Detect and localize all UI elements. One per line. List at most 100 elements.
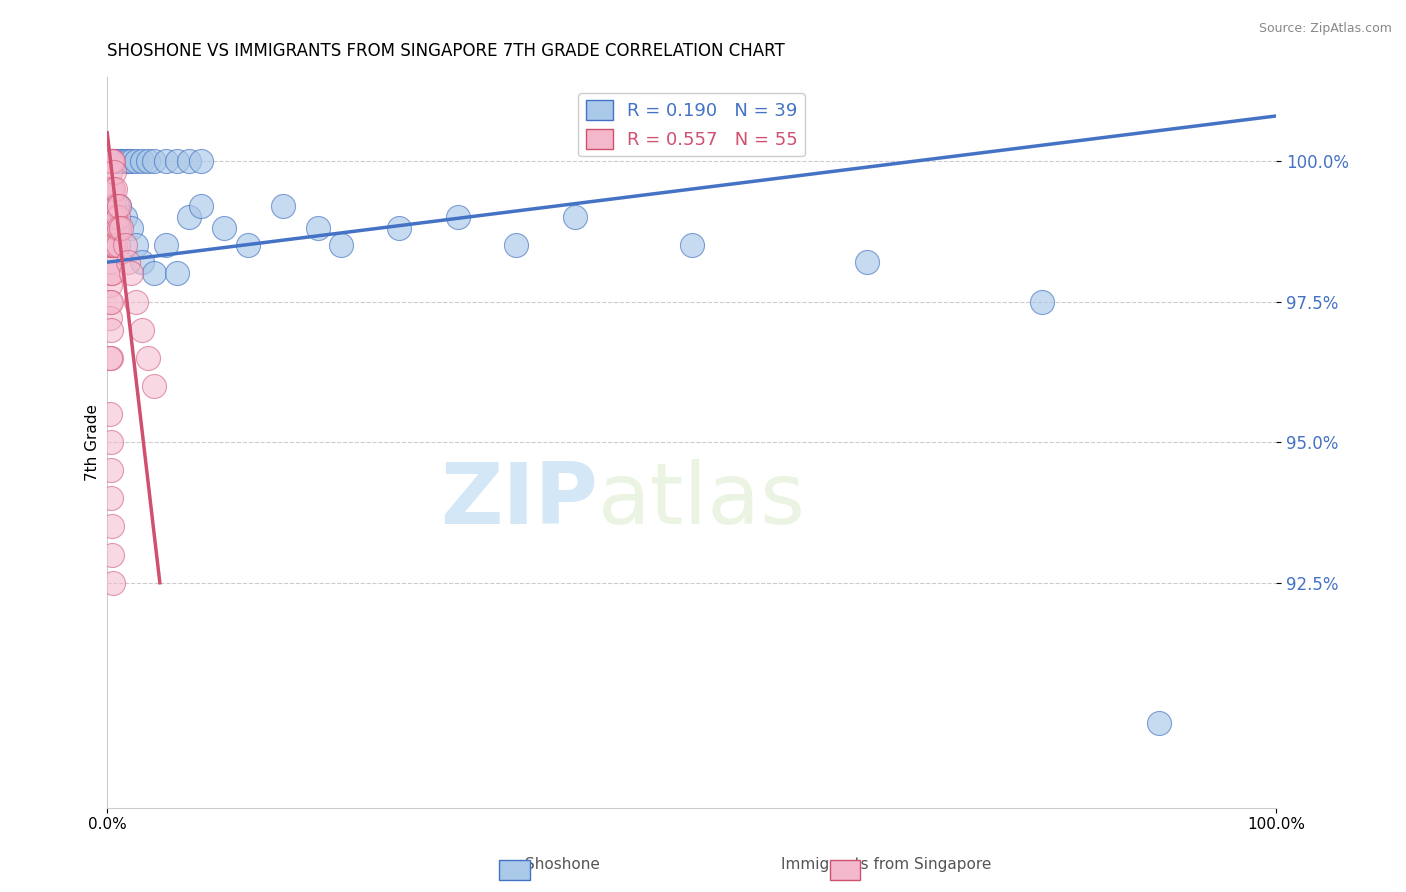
Legend: R = 0.190   N = 39, R = 0.557   N = 55: R = 0.190 N = 39, R = 0.557 N = 55	[578, 93, 806, 156]
Text: ZIP: ZIP	[440, 459, 598, 542]
Point	[98, 407, 121, 421]
Point	[120, 153, 142, 168]
Point	[107, 210, 129, 224]
Point	[105, 221, 128, 235]
Point	[101, 182, 124, 196]
Point	[110, 153, 132, 168]
Point	[681, 238, 703, 252]
Point	[177, 210, 200, 224]
Point	[101, 153, 124, 168]
Point	[100, 463, 122, 477]
Point	[236, 238, 259, 252]
Point	[108, 199, 131, 213]
Point	[564, 210, 586, 224]
Point	[100, 491, 122, 506]
Point	[108, 199, 131, 213]
Point	[100, 351, 122, 365]
Point	[103, 199, 125, 213]
Point	[125, 153, 148, 168]
Point	[98, 153, 121, 168]
Point	[177, 153, 200, 168]
Point	[98, 221, 121, 235]
Point	[107, 238, 129, 252]
Point	[100, 153, 122, 168]
Point	[101, 153, 124, 168]
Point	[103, 221, 125, 235]
Point	[131, 323, 153, 337]
Point	[212, 221, 235, 235]
Point	[190, 199, 212, 213]
Point	[98, 351, 121, 365]
Point	[271, 199, 294, 213]
Point	[101, 153, 124, 168]
Point	[98, 182, 121, 196]
Point	[100, 210, 122, 224]
Point	[131, 255, 153, 269]
Point	[125, 238, 148, 252]
Point	[131, 153, 153, 168]
Point	[101, 238, 124, 252]
Text: SHOSHONE VS IMMIGRANTS FROM SINGAPORE 7TH GRADE CORRELATION CHART: SHOSHONE VS IMMIGRANTS FROM SINGAPORE 7T…	[107, 42, 785, 60]
Point	[104, 182, 127, 196]
Point	[120, 221, 142, 235]
Point	[447, 210, 470, 224]
Point	[101, 519, 124, 533]
Point	[190, 153, 212, 168]
Point	[103, 165, 125, 179]
Point	[100, 294, 122, 309]
Point	[114, 153, 136, 168]
Text: Source: ZipAtlas.com: Source: ZipAtlas.com	[1258, 22, 1392, 36]
Point	[1031, 294, 1053, 309]
Point	[98, 199, 121, 213]
Point	[105, 199, 128, 213]
Point	[105, 153, 128, 168]
Point	[110, 221, 132, 235]
Point	[98, 277, 121, 292]
Point	[101, 238, 124, 252]
Point	[100, 323, 122, 337]
Point	[125, 294, 148, 309]
Point	[117, 255, 139, 269]
Point	[101, 548, 124, 562]
Point	[101, 182, 124, 196]
Text: atlas: atlas	[598, 459, 806, 542]
Point	[1147, 716, 1170, 731]
Point	[100, 267, 122, 281]
Point	[307, 221, 329, 235]
Point	[155, 238, 177, 252]
Point	[166, 267, 188, 281]
Point	[98, 255, 121, 269]
Text: Shoshone: Shoshone	[524, 857, 600, 872]
Point	[100, 435, 122, 450]
Point	[120, 267, 142, 281]
Point	[108, 221, 131, 235]
Text: Immigrants from Singapore: Immigrants from Singapore	[780, 857, 991, 872]
Point	[117, 153, 139, 168]
Point	[98, 294, 121, 309]
Y-axis label: 7th Grade: 7th Grade	[86, 404, 100, 481]
Point	[98, 311, 121, 326]
Point	[101, 267, 124, 281]
Point	[101, 210, 124, 224]
Point	[98, 238, 121, 252]
Point	[108, 153, 131, 168]
Point	[114, 238, 136, 252]
Point	[388, 221, 411, 235]
Point	[136, 351, 159, 365]
Point	[143, 267, 166, 281]
Point	[143, 153, 166, 168]
Point	[330, 238, 353, 252]
Point	[101, 210, 124, 224]
Point	[101, 575, 124, 590]
Point	[155, 153, 177, 168]
Point	[143, 379, 166, 393]
Point	[104, 238, 127, 252]
Point	[104, 210, 127, 224]
Point	[166, 153, 188, 168]
Point	[100, 182, 122, 196]
Point	[114, 210, 136, 224]
Point	[100, 238, 122, 252]
Point	[136, 153, 159, 168]
Point	[856, 255, 879, 269]
Point	[98, 165, 121, 179]
